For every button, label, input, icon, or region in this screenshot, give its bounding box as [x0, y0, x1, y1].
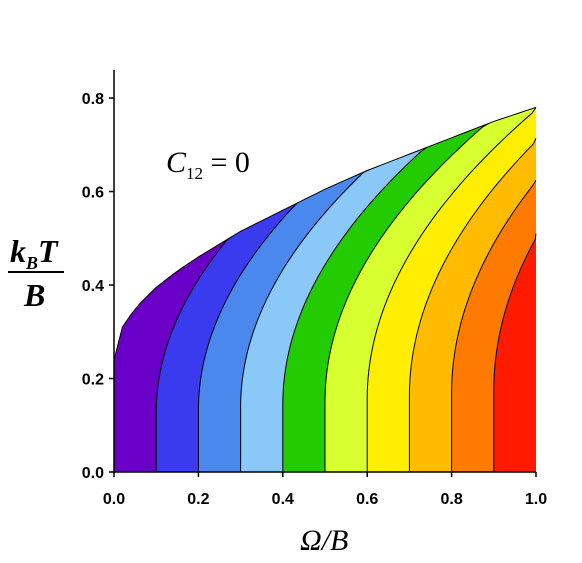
y-tick-label: 0.8 — [82, 91, 104, 108]
contour-line-0.4 — [282, 147, 427, 472]
annotation-c12: C12 = 0 — [166, 146, 250, 183]
contour-line-0.8 — [451, 180, 537, 472]
x-tick-label: 0.0 — [103, 491, 125, 508]
y-label-denominator: B — [23, 277, 45, 313]
contour-band-0.9 — [493, 107, 536, 472]
contour-line-0.2 — [197, 202, 298, 472]
x-tick-label: 0.2 — [187, 491, 209, 508]
x-tick-label: 0.6 — [356, 491, 378, 508]
y-ticks: 0.0 0.2 0.4 0.6 0.8 — [82, 91, 114, 482]
contour-line-0.1 — [155, 235, 233, 472]
x-tick-label: 1.0 — [525, 491, 547, 508]
contour-line-0.5 — [324, 122, 490, 472]
y-axis-label: kBT B — [8, 233, 64, 313]
region-boundary — [113, 106, 537, 472]
contour-bands — [114, 107, 536, 472]
x-tick-label: 0.8 — [440, 491, 462, 508]
y-tick-label: 0.6 — [82, 185, 104, 202]
x-tick-label: 0.4 — [272, 491, 294, 508]
contour-line-0.3 — [240, 168, 371, 472]
x-axis-label: Ω/B — [300, 524, 348, 557]
y-tick-label: 0.0 — [82, 465, 104, 482]
x-ticks: 0.0 0.2 0.4 0.6 0.8 1.0 — [103, 472, 547, 508]
y-label-numerator: kBT — [10, 233, 59, 273]
contour-line-0.9 — [493, 233, 537, 472]
contour-line-0.6 — [366, 107, 537, 472]
contour-lines — [155, 107, 537, 472]
contour-line-0.7 — [408, 138, 537, 472]
y-tick-label: 0.2 — [82, 372, 104, 389]
y-tick-label: 0.4 — [82, 278, 104, 295]
